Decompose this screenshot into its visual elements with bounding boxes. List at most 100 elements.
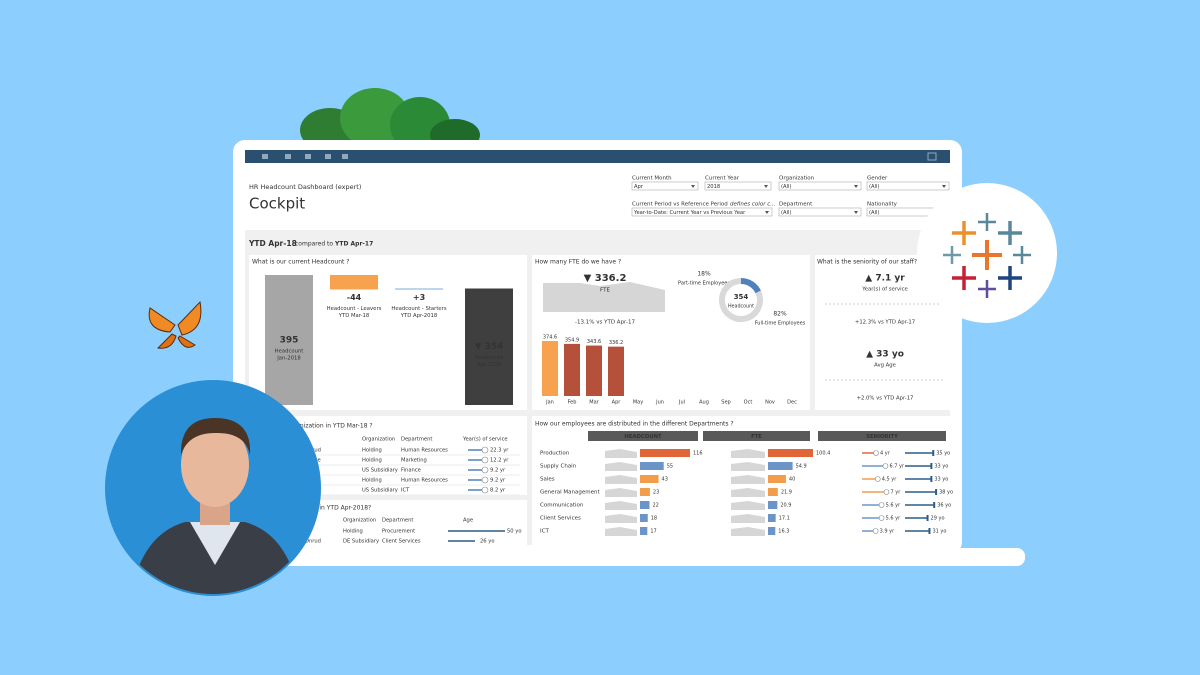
filter-label: Current Month <box>632 176 672 182</box>
cell: 22.3 yr <box>490 448 509 454</box>
headcount-bar <box>640 514 648 522</box>
donut-slice <box>740 278 761 294</box>
bar-label: 55 <box>667 464 673 470</box>
month-label: Nov <box>765 400 775 406</box>
fte-bar <box>768 488 778 496</box>
donut-label: Full-time Employees <box>755 321 806 327</box>
dropdown-arrow <box>765 211 769 214</box>
filter-label: Department <box>779 202 813 208</box>
title: Cockpit <box>249 195 305 213</box>
filter-label: Organization <box>779 176 815 182</box>
filter-select[interactable] <box>778 181 862 191</box>
panel-title: What is our current Headcount ? <box>252 259 349 266</box>
fte-bar <box>768 449 813 457</box>
age-marker <box>928 528 931 534</box>
fte-kpi-label: FTE <box>600 288 610 294</box>
filter-select[interactable] <box>631 181 699 191</box>
cell: 9.2 yr <box>490 468 506 474</box>
sparkline <box>605 449 637 458</box>
filter-label: Gender <box>867 176 888 182</box>
department-name: ICT <box>540 529 549 535</box>
month-label: Oct <box>744 400 753 406</box>
period-current: YTD Apr-18 <box>248 239 297 248</box>
cell: 12.2 yr <box>490 458 509 464</box>
cell: 9.2 yr <box>490 478 506 484</box>
cell: Holding <box>362 478 382 484</box>
waterfall-label: Headcount - Starters <box>391 306 446 312</box>
column-header: Age <box>463 518 473 524</box>
age-label: 31 yo <box>932 529 946 535</box>
column-header: FTE <box>751 434 762 440</box>
waterfall-bar <box>395 288 443 290</box>
headcount-bar <box>640 449 690 457</box>
waterfall-value: 395 <box>280 336 299 346</box>
cell: Marketing <box>401 458 427 464</box>
years-marker <box>878 515 885 521</box>
filter-select[interactable] <box>778 207 862 217</box>
column-header-bg <box>703 431 810 441</box>
waterfall-label: Headcount <box>475 355 504 361</box>
waterfall-value: -44 <box>347 293 362 302</box>
fte-bar <box>768 475 786 483</box>
waterfall-label: Headcount <box>275 349 304 355</box>
bar-label: 20.9 <box>780 503 791 509</box>
age-marker <box>930 463 933 469</box>
clock-icon <box>481 486 489 494</box>
department-name: Production <box>540 451 570 457</box>
month-label: Jun <box>655 400 664 406</box>
years-marker <box>882 463 889 469</box>
column-header: Department <box>382 518 413 524</box>
sparkline <box>605 475 637 484</box>
fte-kpi: ▼ 336.2 <box>584 273 627 284</box>
sparkline <box>731 501 765 510</box>
waterfall-period: Jan-2018 <box>276 356 301 362</box>
age-marker <box>933 502 936 508</box>
toolbar-icon <box>285 154 291 159</box>
cell: 50 yo <box>507 529 522 535</box>
donut-value: 18% <box>697 271 711 278</box>
toolbar-icon <box>927 152 937 161</box>
kpi-label: Avg Age <box>874 363 896 369</box>
filter-value: Apr <box>634 184 644 190</box>
cell: e Onrud <box>300 539 321 545</box>
bar-label: 54.9 <box>796 464 807 470</box>
kpi-change: +12.3% vs YTD Apr-17 <box>855 320 915 326</box>
age-marker <box>935 489 938 495</box>
kpi-label: Year(s) of service <box>861 287 908 293</box>
photo <box>107 382 319 594</box>
sparkline <box>605 501 637 510</box>
cell: Holding <box>362 448 382 454</box>
panel-title: How many FTE do we have ? <box>535 259 621 266</box>
waterfall-value: ▼ 354 <box>475 342 504 352</box>
dropdown-arrow <box>854 211 858 214</box>
years-label: 7 yr <box>891 490 902 496</box>
filter-select[interactable] <box>866 181 950 191</box>
column-header: HEADCOUNT <box>624 434 662 440</box>
butterfly <box>148 300 202 349</box>
face <box>181 423 249 507</box>
filter-select[interactable] <box>704 181 772 191</box>
years-label: 5.6 yr <box>886 516 902 522</box>
month-label: Jan <box>545 400 554 406</box>
cell: US Subsidiary <box>362 488 398 494</box>
filter-value: (All) <box>869 184 879 190</box>
cell: ICT <box>401 488 410 494</box>
age-label: 33 yo <box>934 477 948 483</box>
filter-select[interactable] <box>631 207 773 217</box>
kpi-change: +2.0% vs YTD Apr-17 <box>857 396 914 402</box>
bar-label: 22 <box>652 503 658 509</box>
cell: 8.2 yr <box>490 488 506 494</box>
toolbar-icon <box>305 154 311 159</box>
headcount-bar <box>640 527 648 535</box>
age-label: 29 yo <box>931 516 945 522</box>
fte-bar-label: 374.6 <box>543 335 557 341</box>
sparkline <box>731 488 765 497</box>
cell: Human Resources <box>401 478 448 484</box>
age-marker <box>930 476 933 482</box>
wing <box>177 300 202 336</box>
shirt <box>190 522 240 565</box>
years-label: 6.7 yr <box>889 464 905 470</box>
waterfall-period: Apr-2018 <box>477 362 502 368</box>
cell: Holding <box>362 458 382 464</box>
